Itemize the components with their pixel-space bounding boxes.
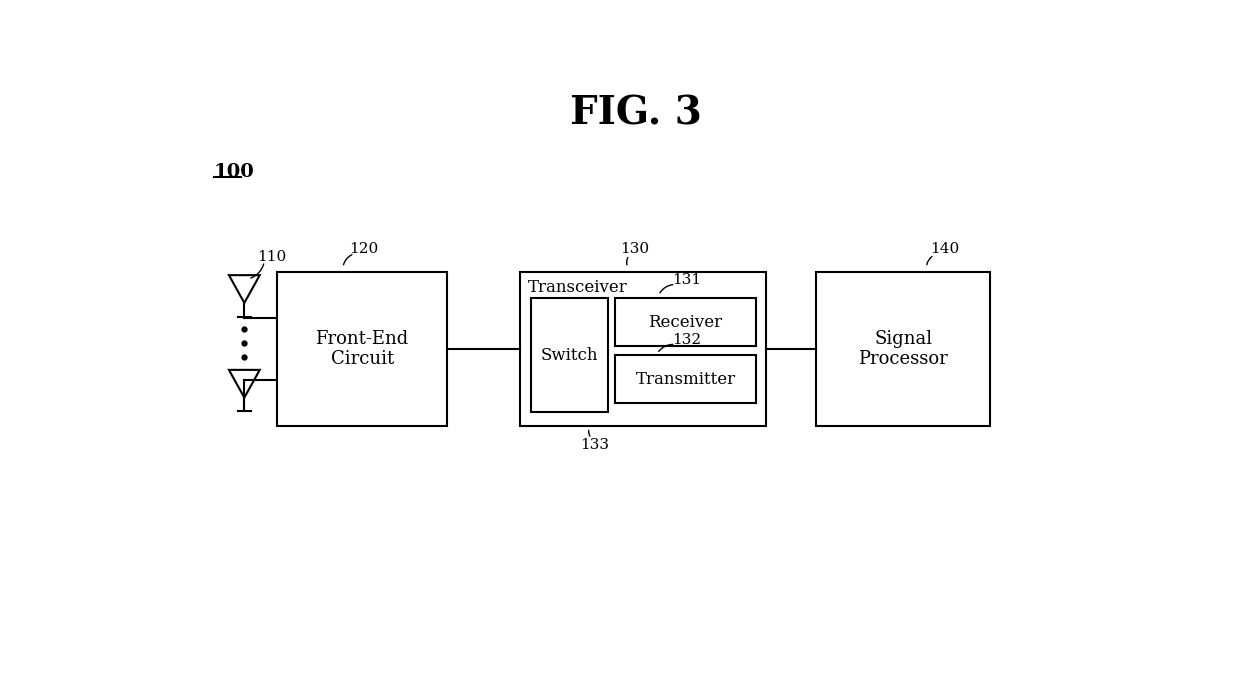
Text: FIG. 3: FIG. 3 [569,95,702,132]
Text: Receiver: Receiver [649,314,723,331]
Bar [615,298,755,346]
Text: Processor: Processor [858,350,947,368]
Text: Transmitter: Transmitter [635,370,735,387]
Text: 120: 120 [350,242,378,256]
Text: 131: 131 [672,273,702,287]
Text: Transceiver: Transceiver [528,279,627,296]
Text: 110: 110 [257,249,286,264]
Text: 132: 132 [672,333,702,347]
Bar [531,298,608,412]
Text: Signal: Signal [874,330,932,348]
Text: 130: 130 [620,242,650,256]
Text: 100: 100 [213,163,254,181]
Text: 133: 133 [580,437,609,452]
Text: 140: 140 [930,242,959,256]
Text: Front-End: Front-End [315,330,409,348]
Text: Switch: Switch [541,347,598,364]
Text: Circuit: Circuit [331,350,394,368]
Bar [615,356,755,403]
Bar [520,272,766,426]
Bar [278,272,446,426]
Bar [816,272,990,426]
